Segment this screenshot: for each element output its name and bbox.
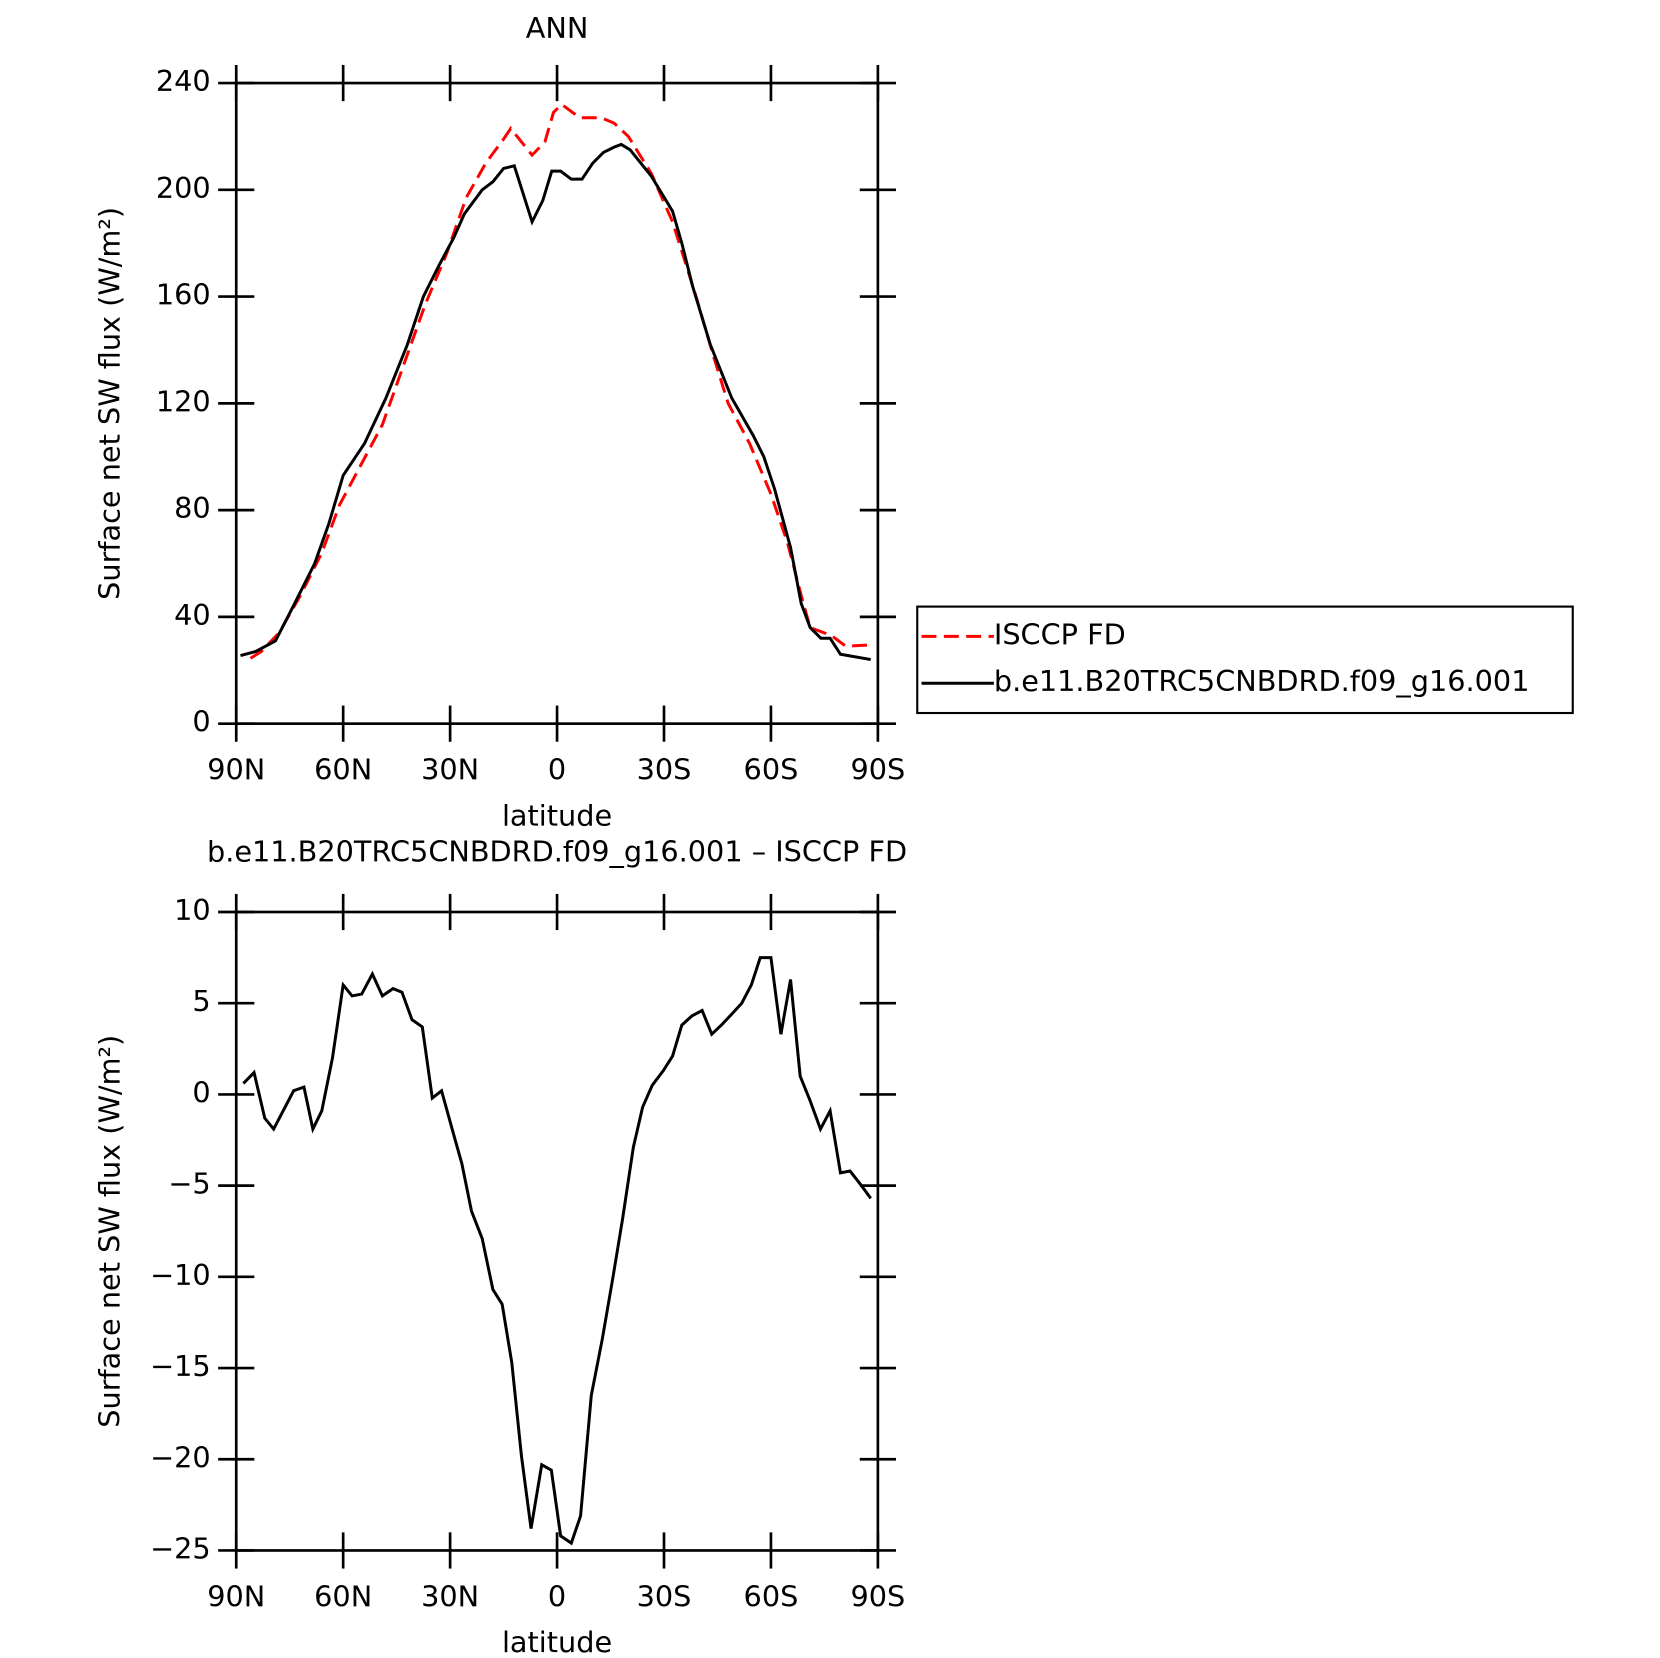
y-tick-label: 200	[156, 171, 211, 205]
x-axis-label: latitude	[502, 798, 612, 832]
y-axis-label: Surface net SW flux (W/m²)	[93, 1035, 127, 1428]
legend-box	[916, 605, 1574, 715]
y-tick-label: −25	[150, 1531, 211, 1565]
y-tick-label: −20	[150, 1440, 211, 1474]
y-tick-label: −10	[150, 1258, 211, 1292]
chart-title: ANN	[526, 11, 589, 45]
x-tick-label: 60N	[314, 1579, 372, 1613]
y-tick-label: 5	[192, 984, 210, 1018]
data-line	[242, 956, 872, 1546]
legend-label: ISCCP FD	[994, 617, 1126, 651]
plot-frame	[234, 81, 880, 725]
y-axis-label: Surface net SW flux (W/m²)	[93, 207, 127, 600]
y-tick-label: 0	[192, 705, 210, 739]
x-axis-label: latitude	[502, 1625, 612, 1658]
x-tick-label: 90N	[207, 1579, 265, 1613]
legend-label: b.e11.B20TRC5CNBDRD.f09_g16.001	[994, 664, 1530, 698]
x-tick-label: 90S	[850, 753, 905, 787]
x-tick-label: 60N	[314, 753, 372, 787]
y-tick-label: 40	[174, 598, 211, 632]
y-tick-label: 160	[156, 278, 211, 312]
plot-frame	[234, 910, 880, 1552]
y-tick-label: −15	[150, 1349, 211, 1383]
y-tick-label: 0	[192, 1075, 210, 1109]
x-tick-label: 30N	[421, 1579, 479, 1613]
x-tick-label: 0	[548, 1579, 566, 1613]
chart-title: b.e11.B20TRC5CNBDRD.f09_g16.001 – ISCCP …	[207, 834, 907, 868]
y-tick-label: 240	[156, 64, 211, 98]
data-line	[240, 142, 872, 662]
y-tick-label: 120	[156, 384, 211, 418]
x-tick-label: 60S	[744, 1579, 799, 1613]
data-line	[249, 102, 871, 660]
y-tick-label: 80	[174, 491, 211, 525]
x-tick-label: 0	[548, 753, 566, 787]
x-tick-label: 60S	[744, 753, 799, 787]
x-tick-label: 90S	[850, 1579, 905, 1613]
x-tick-label: 30S	[637, 753, 692, 787]
x-tick-label: 30N	[421, 753, 479, 787]
y-tick-label: −5	[168, 1167, 210, 1201]
y-tick-label: 10	[174, 893, 211, 927]
x-tick-label: 90N	[207, 753, 265, 787]
x-tick-label: 30S	[637, 1579, 692, 1613]
